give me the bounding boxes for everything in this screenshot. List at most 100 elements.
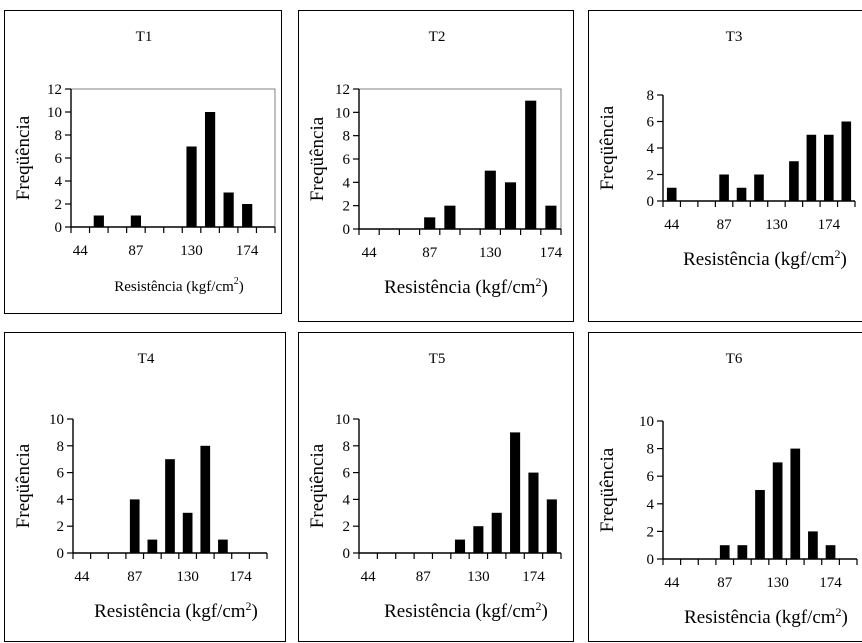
y-axis-label: Freqüência <box>13 443 34 528</box>
bar <box>737 545 748 559</box>
chart-panel-t5: 0 2 4 6 8 10 44 87 130 174 T5 Freqüência Resistência… <box>298 332 574 642</box>
bar <box>806 134 817 201</box>
y-tick-label: 8 <box>55 128 63 144</box>
bar <box>444 205 456 229</box>
y-tick-label: 0 <box>647 552 655 568</box>
x-tick-label: 44 <box>73 243 89 259</box>
y-tick-label: 0 <box>647 194 655 210</box>
y-axis-label: Freqüência <box>307 116 328 201</box>
y-tick-label: 10 <box>335 105 350 121</box>
x-axis-label: Resistência (kgf/cm2) <box>683 247 847 270</box>
x-tick-label: 44 <box>664 575 680 591</box>
x-tick-label: 130 <box>765 217 788 233</box>
bar <box>790 448 801 559</box>
y-tick-label: 10 <box>47 105 62 121</box>
x-tick-label: 87 <box>422 245 438 261</box>
x-tick-label: 174 <box>819 575 842 591</box>
chart-panel-t1: 0 2 4 6 8 10 12 44 87 130 174 T1 Freqüência Resistênc… <box>4 10 282 314</box>
y-tick-label: 2 <box>647 168 655 184</box>
y-tick-label: 0 <box>55 220 63 236</box>
chart-panel-t6: 0 2 4 6 8 10 44 87 130 174 T6 Freqüência Resistência… <box>588 332 862 642</box>
chart-svg: 0 2 4 6 8 44 87 130 174 T3 Freqüência Resistência (… <box>597 29 856 270</box>
y-tick-label: 8 <box>647 88 655 104</box>
y-tick-label: 2 <box>55 197 63 213</box>
bar <box>182 512 193 553</box>
bar <box>200 445 211 553</box>
x-tick-label: 87 <box>717 217 733 233</box>
y-tick-label: 0 <box>57 546 65 562</box>
bar <box>719 174 729 201</box>
x-tick-label: 174 <box>818 217 841 233</box>
x-axis-label: Resistência (kgf/cm2) <box>94 599 258 622</box>
y-tick-label: 6 <box>55 151 63 167</box>
chart-panel-t3: 0 2 4 6 8 44 87 130 174 T3 Freqüência Resistência (… <box>588 10 862 322</box>
chart-svg: 0 2 4 6 8 10 44 87 130 174 T5 Freqüência Resistência… <box>307 351 562 622</box>
x-tick-label: 174 <box>540 245 563 261</box>
y-tick-label: 8 <box>647 442 655 458</box>
bar <box>484 170 496 229</box>
chart-panel-t2: 0 2 4 6 8 10 12 44 87 130 174 T2 Freqüência Resistênc… <box>298 10 574 322</box>
y-axis-label: Freqüência <box>597 447 618 532</box>
bar <box>808 531 818 559</box>
bar <box>736 187 747 201</box>
y-tick-label: 12 <box>47 82 62 98</box>
bar <box>528 472 539 553</box>
y-tick-label: 0 <box>343 546 351 562</box>
x-tick-label: 174 <box>522 569 545 585</box>
y-tick-label: 4 <box>343 175 351 191</box>
y-tick-label: 6 <box>647 115 655 131</box>
y-tick-label: 10 <box>335 412 350 428</box>
y-tick-label: 8 <box>57 439 65 455</box>
y-tick-label: 2 <box>343 199 351 215</box>
x-tick-label: 174 <box>229 569 252 585</box>
x-tick-label: 44 <box>664 217 680 233</box>
bar <box>186 146 197 227</box>
x-axis-label: Resistência (kgf/cm2) <box>384 599 548 622</box>
chart-title: T6 <box>726 351 743 367</box>
chart-title: T3 <box>726 29 743 45</box>
bar <box>424 217 436 229</box>
x-tick-label: 87 <box>128 243 144 259</box>
x-tick-label: 130 <box>766 575 789 591</box>
bar <box>504 182 517 229</box>
chart-title: T2 <box>429 29 446 45</box>
x-tick-label: 44 <box>74 569 90 585</box>
bar <box>545 205 557 229</box>
bar <box>242 204 253 227</box>
bar <box>147 539 158 553</box>
chart-panel-t4: 0 2 4 6 8 10 44 87 130 174 T4 Freqüência Resistência… <box>4 332 286 642</box>
y-tick-label: 6 <box>343 152 351 168</box>
chart-svg: 0 2 4 6 8 10 44 87 130 174 T4 Freqüência Resistência… <box>13 351 268 622</box>
x-tick-label: 174 <box>236 243 259 259</box>
bar <box>754 174 764 201</box>
y-tick-label: 4 <box>647 141 655 157</box>
x-tick-label: 44 <box>361 569 377 585</box>
x-tick-label: 87 <box>416 569 432 585</box>
y-tick-label: 4 <box>343 492 351 508</box>
x-axis-label: Resistência (kgf/cm2) <box>114 276 244 295</box>
bar <box>130 215 142 227</box>
y-tick-label: 10 <box>49 412 64 428</box>
y-axis-label: Freqüência <box>597 105 618 190</box>
y-tick-label: 8 <box>343 129 351 145</box>
y-tick-label: 6 <box>57 466 65 482</box>
bar <box>666 187 677 201</box>
bar <box>825 545 836 559</box>
bar <box>719 545 730 559</box>
bar <box>755 490 765 559</box>
bar <box>129 499 140 553</box>
x-tick-label: 130 <box>180 243 203 259</box>
bar <box>510 432 521 553</box>
y-tick-label: 2 <box>57 519 65 535</box>
chart-svg: 0 2 4 6 8 10 12 44 87 130 174 T1 Freqüência Resistênc… <box>13 29 276 295</box>
chart-title: T5 <box>429 351 446 367</box>
bar <box>824 134 834 201</box>
bar <box>473 526 484 553</box>
bar <box>789 161 799 201</box>
x-axis-label: Resistência (kgf/cm2) <box>684 605 848 628</box>
bar <box>546 499 557 553</box>
chart-title: T4 <box>138 351 155 367</box>
y-tick-label: 8 <box>343 439 351 455</box>
y-tick-label: 0 <box>343 222 351 238</box>
x-tick-label: 87 <box>127 569 143 585</box>
